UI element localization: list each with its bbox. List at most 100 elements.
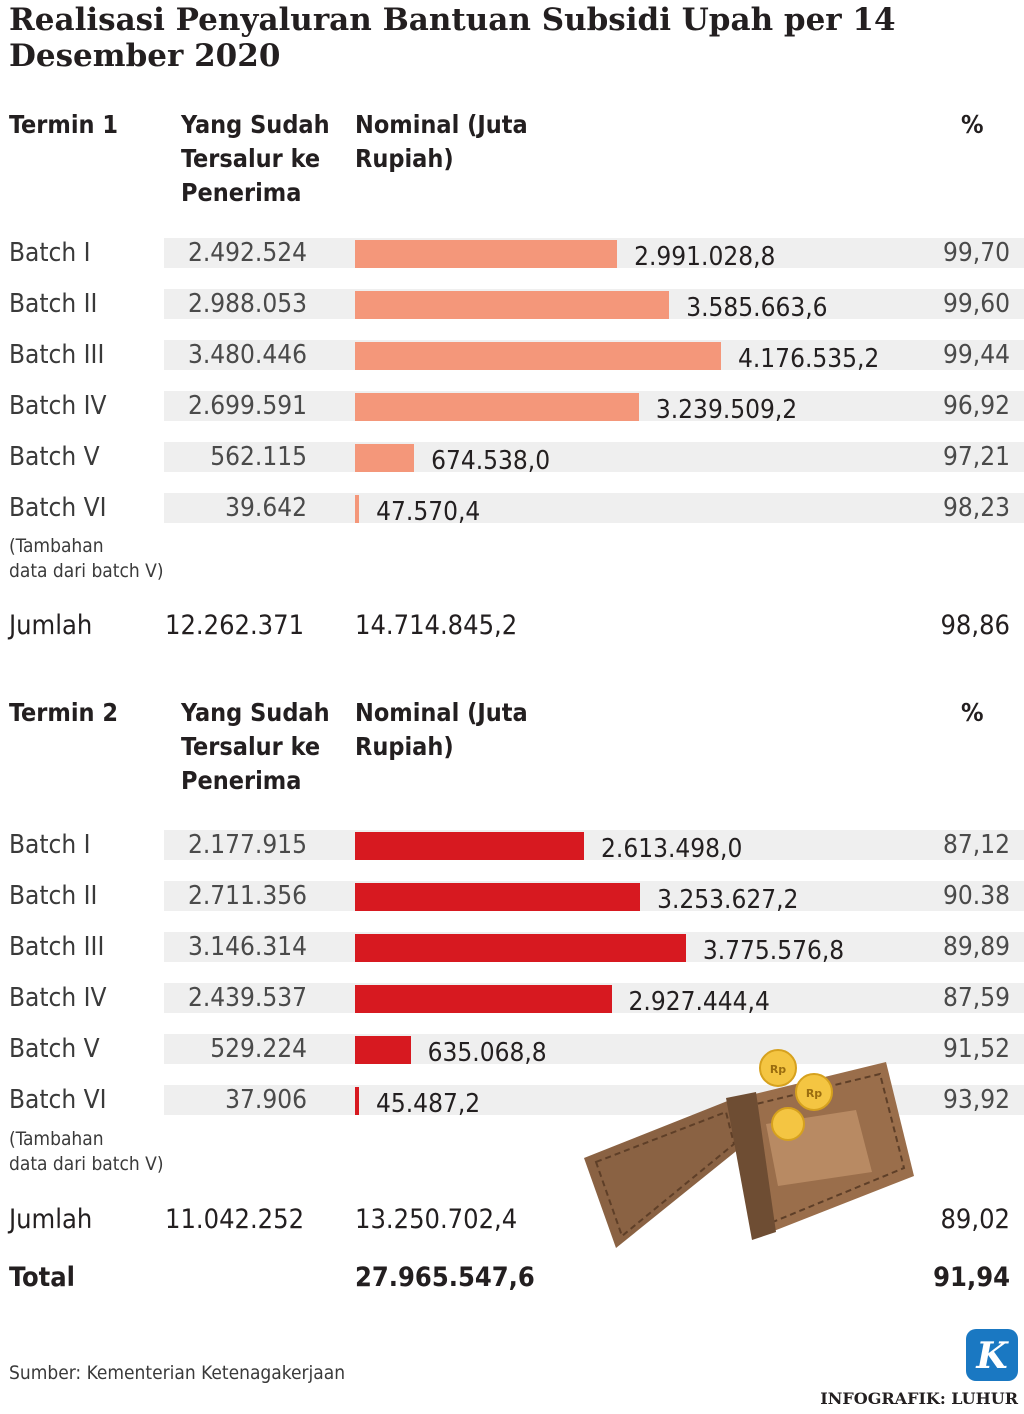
sum-label: Jumlah [9,610,93,641]
nominal-bar [355,832,585,860]
nominal-bar [355,291,670,319]
nominal-header: Nominal (Juta Rupiah) [355,698,528,761]
percent-value: 87,59 [943,983,1010,1013]
table-row: Batch V 562.115 674.538,0 97,21 [0,442,1024,476]
received-value: 3.146.314 [187,932,307,962]
received-value: 37.906 [225,1085,307,1115]
batch-label: Batch VI [9,493,107,523]
termin-header: Termin 1 [9,110,119,139]
batch-label: Batch V [9,442,100,472]
nominal-bar [355,240,618,268]
total-percent: 91,94 [933,1262,1010,1293]
batch-note: (Tambahan [9,1128,104,1150]
received-value: 529.224 [210,1034,307,1064]
table-row: Batch V 529.224 635.068,8 91,52 [0,1034,1024,1068]
received-value: 2.492.524 [187,238,307,268]
table-row: Batch II 2.711.356 3.253.627,2 90.38 [0,881,1024,915]
percent-value: 99,60 [943,289,1010,319]
nominal-label: 2.991.028,8 [634,242,776,272]
nominal-bar [355,393,639,421]
percent-value: 90.38 [943,881,1010,911]
batch-label: Batch V [9,1034,100,1064]
received-value: 3.480.446 [187,340,307,370]
batch-label: Batch IV [9,983,107,1013]
table-row: Batch I 2.492.524 2.991.028,8 99,70 [0,238,1024,272]
batch-label: Batch I [9,238,91,268]
percent-value: 87,12 [943,830,1010,860]
batch-label: Batch VI [9,1085,107,1115]
row-band [164,442,1024,472]
nominal-bar [355,444,415,472]
sum-nominal: 14.714.845,2 [355,610,518,641]
source-text: Sumber: Kementerian Ketenagakerjaan [9,1362,346,1384]
termin-header: Termin 2 [9,698,119,727]
table-row: Batch I 2.177.915 2.613.498,0 87,12 [0,830,1024,864]
chart-title: Realisasi Penyaluran Bantuan Subsidi Upa… [9,2,896,74]
batch-label: Batch II [9,881,98,911]
nominal-bar [355,985,612,1013]
publisher-logo: K [966,1329,1018,1381]
logo-letter: K [975,1335,1009,1377]
nominal-label: 635.068,8 [427,1038,547,1068]
nominal-label: 674.538,0 [431,446,551,476]
received-value: 562.115 [210,442,307,472]
nominal-bar [355,934,686,962]
credit-text: INFOGRAFIK: LUHUR [820,1389,1018,1408]
percent-value: 91,52 [943,1034,1010,1064]
received-header: Yang Sudah Tersalur ke Penerima [181,110,330,207]
nominal-label: 2.613.498,0 [601,834,743,864]
table-row: Batch VI 39.642 47.570,4 98,23 [0,493,1024,527]
row-band [164,1034,1024,1064]
nominal-label: 3.239.509,2 [655,395,798,425]
nominal-bar [355,883,641,911]
batch-label: Batch III [9,340,105,370]
nominal-label: 47.570,4 [376,497,481,527]
received-value: 2.711.356 [187,881,307,911]
sum-received: 12.262.371 [165,610,305,641]
nominal-bar [355,342,721,370]
received-value: 2.699.591 [187,391,307,421]
received-value: 39.642 [225,493,307,523]
percent-header: % [961,698,984,727]
received-header: Yang Sudah Tersalur ke Penerima [181,698,330,795]
received-value: 2.177.915 [187,830,307,860]
table-row: Batch II 2.988.053 3.585.663,6 99,60 [0,289,1024,323]
percent-value: 99,70 [943,238,1010,268]
row-band [164,830,1024,860]
batch-label: Batch IV [9,391,107,421]
table-row: Batch III 3.480.446 4.176.535,2 99,44 [0,340,1024,374]
total-nominal: 27.965.547,6 [355,1262,535,1293]
sum-label: Jumlah [9,1204,93,1235]
percent-value: 93,92 [943,1085,1010,1115]
nominal-bar [355,495,360,523]
table-row: Batch III 3.146.314 3.775.576,8 89,89 [0,932,1024,966]
nominal-label: 2.927.444,4 [628,987,770,1017]
coin-label: Rp [806,1087,822,1100]
sum-nominal: 13.250.702,4 [355,1204,518,1235]
nominal-label: 45.487,2 [376,1089,481,1119]
nominal-label: 3.585.663,6 [686,293,828,323]
percent-value: 97,21 [943,442,1010,472]
nominal-label: 3.775.576,8 [702,936,845,966]
received-value: 2.439.537 [187,983,307,1013]
batch-label: Batch II [9,289,98,319]
sum-received: 11.042.252 [165,1204,305,1235]
percent-header: % [961,110,984,139]
batch-label: Batch I [9,830,91,860]
percent-value: 89,89 [943,932,1010,962]
nominal-label: 3.253.627,2 [657,885,799,915]
percent-value: 96,92 [943,391,1010,421]
coin-label: Rp [770,1063,786,1076]
batch-label: Batch III [9,932,105,962]
nominal-label: 4.176.535,2 [738,344,880,374]
sum-percent: 89,02 [940,1204,1010,1235]
nominal-bar [355,1036,411,1064]
table-row: Batch IV 2.699.591 3.239.509,2 96,92 [0,391,1024,425]
batch-note: (Tambahan [9,535,104,557]
batch-note: data dari batch V) [9,560,164,582]
received-value: 2.988.053 [187,289,307,319]
batch-note: data dari batch V) [9,1153,164,1175]
wallet-illustration: Rp Rp [584,1049,914,1248]
table-row: Batch IV 2.439.537 2.927.444,4 87,59 [0,983,1024,1017]
percent-value: 99,44 [943,340,1010,370]
